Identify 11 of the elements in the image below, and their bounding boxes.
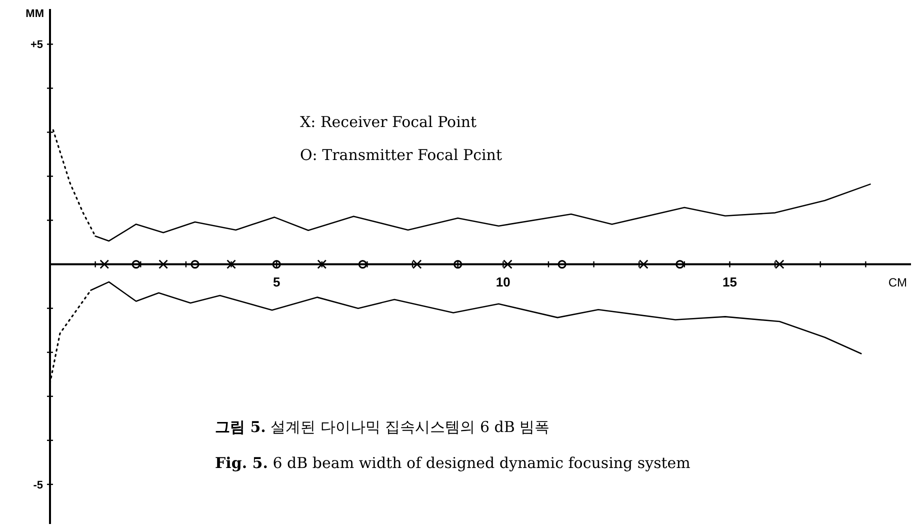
y-tick-label: +5: [30, 39, 43, 52]
x-tick-label: 15: [722, 274, 737, 290]
x-axis-title: CM: [888, 275, 907, 290]
annotation: 그림 5. 설계된 다이나믹 집속시스템의 6 dB 빔폭: [215, 418, 550, 436]
x-tick-label: 10: [496, 274, 510, 290]
x-tick-label: 5: [272, 274, 280, 290]
annotation: O: Transmitter Focal Pcint: [300, 146, 502, 164]
y-tick-label: -5: [33, 479, 43, 492]
annotation: Fig. 5. 6 dB beam width of designed dynamic focusing system: [215, 454, 690, 472]
annotation: X: Receiver Focal Point: [300, 113, 477, 131]
y-axis-title: MM: [26, 8, 44, 20]
